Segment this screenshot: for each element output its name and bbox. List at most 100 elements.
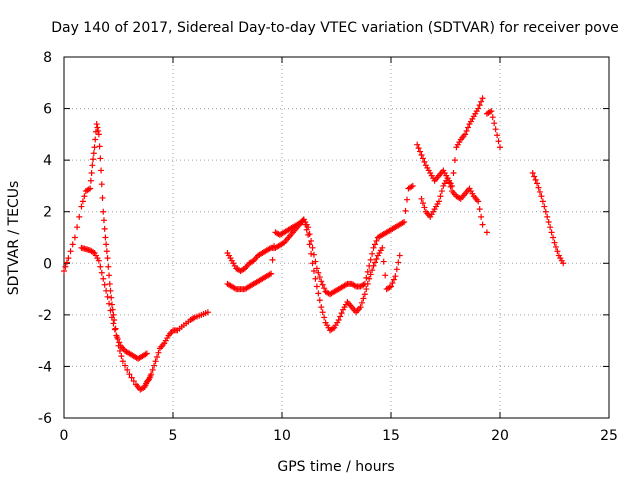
data-point [99,194,106,201]
data-point [541,203,548,210]
data-point [98,181,105,188]
data-point [89,162,96,169]
data-point [315,290,322,297]
y-tick-label: 4 [43,153,52,169]
data-point [130,378,137,385]
x-axis-label: GPS time / hours [277,459,394,475]
data-point [419,200,426,207]
data-point [126,371,133,378]
data-point [418,151,425,158]
data-point [450,170,457,177]
data-point [421,204,428,211]
data-point [492,126,499,133]
data-point [122,362,129,369]
data-point [389,280,396,287]
data-point [552,243,559,250]
data-points [61,95,567,393]
data-point [491,120,498,127]
data-point [364,280,371,287]
data-point [110,320,117,327]
data-point [97,155,104,162]
data-point [306,241,313,248]
data-point [103,241,110,248]
data-point [449,182,456,189]
data-point [415,145,422,152]
data-point [529,170,536,177]
data-point [388,283,394,290]
data-point [495,138,502,145]
data-point [95,131,102,138]
data-point [62,263,69,270]
data-point [100,275,107,282]
data-point [143,350,150,357]
data-point [417,148,424,155]
x-axis-ticks: 0 5 10 15 20 25 [60,57,618,444]
y-tick-label: -6 [38,411,52,427]
data-point [409,182,416,189]
data-point [310,268,317,275]
data-point [97,263,104,270]
data-point [403,196,410,203]
data-point [152,358,159,365]
data-point [479,95,486,102]
series-4 [414,108,503,228]
data-point [76,213,83,220]
data-point [101,281,108,288]
y-axis-label: SDTVAR / TECUs [6,181,22,296]
data-point [483,229,490,236]
data-point [102,234,109,241]
data-point [475,198,482,205]
series-1 [78,244,150,362]
x-tick-label: 15 [382,428,400,444]
data-point [401,219,408,226]
data-point [316,274,323,281]
data-point [380,258,387,265]
data-point [100,208,107,215]
data-point [462,131,469,138]
data-point [204,309,211,316]
data-point [319,309,326,316]
data-point [435,198,442,205]
data-point [321,314,328,321]
data-point [421,158,428,165]
data-point [101,225,108,232]
y-tick-label: -4 [38,359,52,375]
data-point [315,269,322,276]
data-point [451,157,458,164]
data-point [476,206,483,213]
data-point [61,268,67,275]
data-point [100,217,107,224]
data-point [94,124,101,131]
series-6 [529,170,567,267]
data-point [128,374,135,381]
data-point [370,262,377,269]
data-point [357,304,364,311]
data-point [310,251,317,258]
data-point [108,301,115,308]
data-point [106,300,113,307]
data-point [71,234,78,241]
data-point [106,272,113,279]
series-3 [224,216,403,334]
data-point [79,198,86,205]
data-point [390,276,397,283]
data-point [111,326,118,333]
data-point [92,136,99,143]
data-point [402,207,409,214]
data-point [308,237,315,244]
data-point [545,219,552,226]
data-point [494,132,501,139]
data-point [396,252,403,259]
data-point [303,226,310,233]
data-point [124,366,131,373]
data-point [369,250,376,257]
data-point [90,156,97,163]
data-point [531,173,538,180]
data-point [90,150,97,157]
series-0 [61,121,211,393]
data-point [308,250,315,257]
data-point [108,294,115,301]
data-point [91,144,98,151]
data-point [478,98,485,105]
